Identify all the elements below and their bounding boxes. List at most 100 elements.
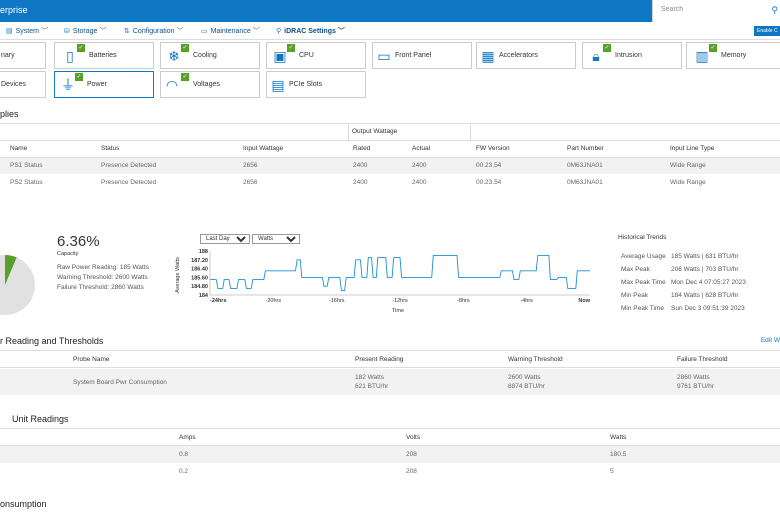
front-panel-icon: ▭ (377, 48, 391, 64)
ps-status: Presence Detected (101, 162, 157, 169)
cpu-icon: ▣ (273, 48, 287, 64)
search-placeholder[interactable]: Search (661, 6, 684, 13)
tile-accelerators[interactable]: ▦ Accelerators (476, 42, 576, 69)
check-icon: ✓ (75, 73, 83, 81)
tile-cpu[interactable]: ▣ ✓ CPU (266, 42, 366, 69)
chevron-down-icon: ﹀ (40, 28, 48, 35)
y-tick-label: 185.60 (191, 275, 208, 281)
col-actual: Actual (412, 145, 431, 152)
x-tick-label: Now (578, 298, 590, 304)
watts-value: 180.5 (610, 451, 627, 458)
trend-value: Sun Dec 3 09:51:39 2023 (671, 305, 745, 312)
col-name: Name (10, 145, 28, 152)
menu-system[interactable]: ▤ System ﹀ (6, 26, 48, 36)
ps-name: PS2 Status (10, 179, 43, 186)
storage-icon: ⛁ (64, 28, 70, 35)
chevron-down-icon: ﹀ (337, 28, 345, 35)
tile-summary-label: nary (1, 52, 15, 59)
probe-name: System Board Pwr Consumption (73, 379, 167, 386)
capacity-percent: 6.36% (57, 233, 100, 250)
trend-label: Max Peak Time (621, 279, 666, 286)
maintenance-icon: ▭ (201, 28, 208, 35)
capacity-pie-chart (0, 255, 35, 315)
tile-devices[interactable]: Devices (0, 71, 46, 98)
divider (348, 124, 349, 142)
menu-configuration-label: Configuration (132, 28, 175, 35)
amps-value: 0.8 (179, 451, 189, 458)
y-tick-label: 187.20 (191, 258, 208, 264)
tile-batteries-label: Batteries (89, 52, 117, 59)
range-select[interactable]: Last Day (200, 234, 250, 244)
tile-accelerators-label: Accelerators (499, 52, 538, 59)
ps-actual: 2400 (412, 162, 427, 169)
col-volts: Volts (406, 434, 421, 441)
tile-front-panel[interactable]: ▭ Front Panel (372, 42, 472, 69)
col-probe-name: Probe Name (73, 356, 110, 363)
power-line-chart: Average Watts Time 188 187.20 186.40 185.60… (175, 249, 591, 314)
menu-storage[interactable]: ⛁ Storage ﹀ (64, 26, 106, 36)
x-tick-label: -20hrs (266, 298, 282, 304)
volts-value: 208 (406, 468, 417, 475)
tile-pcie-slots-label: PCIe Slots (289, 81, 323, 88)
tile-summary[interactable]: nary (0, 42, 46, 69)
lock-icon: 🔒︎ (592, 48, 600, 64)
tile-voltages[interactable]: ◠ ✓ Voltages (160, 71, 260, 98)
configuration-icon: ⇅ (124, 28, 130, 35)
edit-warning-link[interactable]: Edit W (760, 337, 780, 344)
trend-label: Max Peak (621, 266, 650, 273)
x-tick-label: -4hrs (520, 298, 533, 304)
x-tick-label: -24hrs (210, 298, 227, 304)
brand-title: erprise (0, 5, 28, 15)
capacity-label: Capacity (57, 251, 79, 257)
fan-icon: ❄ (168, 48, 180, 64)
x-tick-label: -12hrs (392, 298, 408, 304)
battery-icon: ▯ (66, 48, 74, 64)
menu-maintenance[interactable]: ▭ Maintenance ﹀ (201, 26, 260, 36)
amps-value: 0.2 (179, 468, 189, 475)
historical-trends-title: Historical Trends (618, 234, 667, 241)
chevron-down-icon: ﹀ (176, 28, 184, 35)
idrac-settings-icon: ⚲ (276, 28, 282, 35)
check-icon: ✓ (603, 44, 611, 52)
ps-line-type: Wide Range (670, 179, 706, 186)
search-box[interactable]: Search ⚲ (652, 0, 780, 22)
table-row: System Board Pwr Consumption 182 Watts 6… (0, 369, 780, 395)
enable-button[interactable]: Enable C (754, 26, 780, 36)
system-icon: ▤ (6, 28, 13, 35)
col-warning-threshold: Warning Threshold (508, 356, 563, 363)
power-supplies-title: plies (0, 109, 19, 119)
col-amps: Amps (179, 434, 196, 441)
tile-memory[interactable]: ▥ ✓ Memory (686, 42, 780, 69)
tile-power[interactable]: ⏚ ✓ Power (54, 71, 154, 98)
tile-intrusion[interactable]: 🔒︎ ✓ Intrusion (582, 42, 682, 69)
x-tick-label: -8hrs (457, 298, 470, 304)
menu-idrac-settings[interactable]: ⚲ iDRAC Settings ﹀ (276, 26, 345, 36)
watts-value: 5 (610, 468, 614, 475)
tile-power-label: Power (87, 81, 107, 88)
chevron-down-icon: ﹀ (99, 28, 107, 35)
search-icon[interactable]: ⚲ (771, 5, 778, 15)
tile-batteries[interactable]: ▯ ✓ Batteries (54, 42, 154, 69)
y-tick-label: 184 (199, 293, 209, 299)
tile-cooling-label: Cooling (193, 52, 217, 59)
tile-cooling[interactable]: ❄ ✓ Cooling (160, 42, 260, 69)
unit-readings-title: Unit Readings (12, 414, 69, 424)
table-row: 0.8 208 180.5 (0, 446, 780, 463)
unit-select[interactable]: Watts (252, 234, 300, 244)
present-btu: 621 BTU/hr (355, 383, 389, 390)
ps-part-number: 0M63JNA01 (567, 179, 603, 186)
tile-pcie-slots[interactable]: ▤ PCIe Slots (266, 71, 366, 98)
trend-value: 185 Watts | 631 BTU/hr (671, 253, 739, 260)
warning-btu: 8874 BTU/hr (508, 383, 545, 390)
output-wattage-header: Output Wattage (352, 128, 398, 135)
tile-front-panel-label: Front Panel (395, 52, 432, 59)
trend-label: Average Usage (621, 253, 666, 260)
check-icon: ✓ (181, 73, 189, 81)
ps-actual: 2400 (412, 179, 427, 186)
ps-fw-version: 00.23.54 (476, 162, 502, 169)
table-row: 0.2 208 5 (0, 463, 780, 480)
col-part-number: Part Number (567, 145, 604, 152)
check-icon: ✓ (77, 44, 85, 52)
menu-configuration[interactable]: ⇅ Configuration ﹀ (124, 26, 184, 36)
tile-devices-label: Devices (1, 81, 26, 88)
